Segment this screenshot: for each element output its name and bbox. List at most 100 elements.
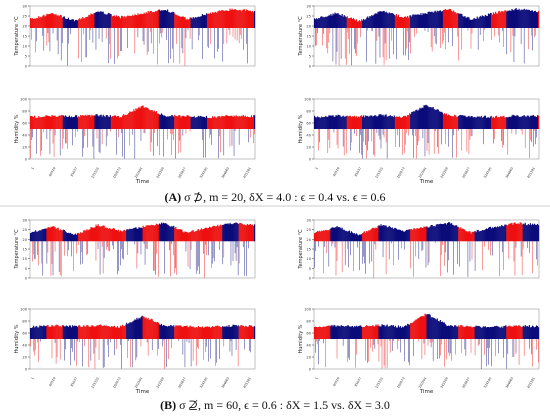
data-bar <box>372 116 374 129</box>
caption-b: (B) σ ⊉, m = 60, ϵ = 0.6 : δX = 1.5 vs. … <box>0 398 550 413</box>
data-bar <box>484 229 486 242</box>
data-bar <box>59 14 61 28</box>
data-bar <box>148 109 150 129</box>
data-bar <box>418 109 420 129</box>
data-bar <box>510 116 512 129</box>
data-bar <box>46 325 48 339</box>
data-bar <box>115 229 118 242</box>
data-bar <box>84 18 86 28</box>
data-bar <box>125 230 127 242</box>
data-bar <box>480 327 482 339</box>
data-bar <box>252 115 255 129</box>
data-bar <box>245 326 247 339</box>
data-bar <box>82 326 84 339</box>
data-bar <box>178 229 180 242</box>
data-bar <box>248 325 251 339</box>
data-bar <box>230 326 232 339</box>
data-bar <box>494 227 496 242</box>
data-bar <box>329 325 331 339</box>
data-bar <box>107 326 109 339</box>
data-bar <box>189 232 191 242</box>
data-bar <box>138 106 140 129</box>
data-bar <box>238 326 240 339</box>
data-bar <box>461 13 463 28</box>
data-bar <box>76 234 78 242</box>
data-bar <box>153 110 155 129</box>
data-bar <box>421 316 423 339</box>
data-bar <box>77 326 79 339</box>
data-bar <box>142 14 144 28</box>
data-bar <box>147 225 149 242</box>
y-tick-label: 30 <box>306 219 311 223</box>
data-bar <box>349 232 351 242</box>
data-bar <box>158 324 161 339</box>
data-bar <box>468 115 470 129</box>
data-bar <box>431 107 433 129</box>
data-bar <box>478 116 480 129</box>
data-bar <box>383 116 385 129</box>
data-bar <box>524 222 526 242</box>
data-bar <box>321 116 323 129</box>
data-bar <box>535 12 538 28</box>
data-bar <box>124 115 126 129</box>
data-bar <box>226 115 228 129</box>
data-bar <box>432 317 434 339</box>
data-bar <box>174 114 176 129</box>
data-bar <box>192 230 194 242</box>
data-bar <box>238 9 240 28</box>
data-bar <box>394 117 396 129</box>
data-bar <box>63 326 65 339</box>
data-bar <box>40 230 42 242</box>
data-bar <box>132 321 134 339</box>
data-bar <box>198 116 200 129</box>
data-bar <box>523 8 525 28</box>
data-bar <box>187 115 189 129</box>
data-bar <box>365 19 367 28</box>
data-bar <box>87 230 89 242</box>
data-bar <box>483 326 485 339</box>
data-bar <box>387 13 389 28</box>
data-bar <box>34 115 36 129</box>
data-bar <box>515 223 517 242</box>
data-bar <box>325 326 327 339</box>
data-bar <box>109 115 111 129</box>
data-bar <box>118 327 121 339</box>
data-bar <box>150 110 152 129</box>
data-bar <box>326 229 328 242</box>
data-bar <box>344 116 346 129</box>
data-bar <box>435 109 437 129</box>
data-bar <box>341 116 343 129</box>
data-bar <box>533 116 536 129</box>
data-bar <box>207 227 210 242</box>
data-bar <box>181 326 183 339</box>
y-tick-label: 40 <box>22 344 27 348</box>
data-bar <box>225 223 227 242</box>
data-bar <box>185 116 187 129</box>
data-bar <box>324 17 326 28</box>
data-bar <box>376 228 378 242</box>
data-bar <box>36 18 38 28</box>
data-bar <box>107 228 109 242</box>
data-bar <box>92 227 94 242</box>
data-bar <box>83 325 85 339</box>
data-bar <box>148 225 150 242</box>
data-bar <box>368 17 370 28</box>
data-bar <box>130 15 132 28</box>
data-bar <box>181 16 183 28</box>
data-bar <box>185 326 187 339</box>
data-bar <box>49 116 51 129</box>
data-bar <box>487 327 490 339</box>
data-bar <box>395 327 397 339</box>
data-bar <box>351 325 354 339</box>
data-bar <box>252 326 255 339</box>
data-bar <box>463 326 465 339</box>
y-axis-label: Humidity % <box>298 324 304 353</box>
data-bar <box>239 9 241 29</box>
data-bar <box>132 14 134 28</box>
data-bar <box>456 225 458 242</box>
data-bar <box>436 318 438 339</box>
data-bar <box>140 106 142 129</box>
data-bar <box>133 109 135 129</box>
data-bar <box>178 325 180 339</box>
data-bar <box>50 326 52 339</box>
